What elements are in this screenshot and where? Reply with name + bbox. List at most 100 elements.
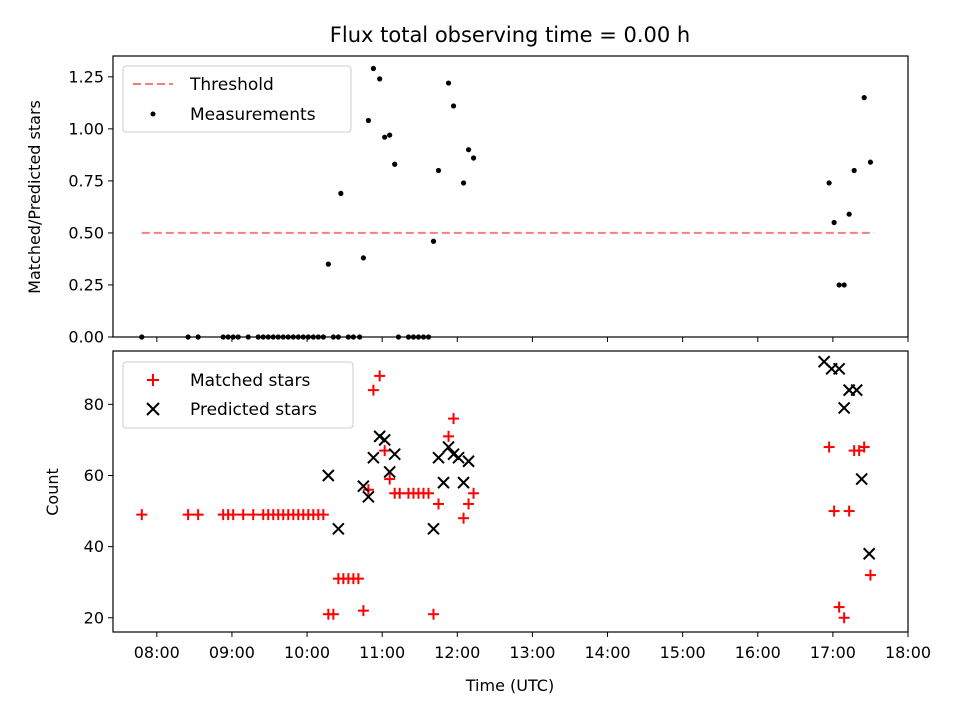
predicted-star-point [862,547,876,560]
matched-star-point [379,445,391,457]
measurement-point [382,134,388,140]
top-panel: 0.00 0.25 0.50 0.75 1.00 1.25 Matched/Predict… [25,55,909,347]
measurement-point [430,238,437,244]
measurement-point [846,211,852,217]
bottom-y-axis-label: Count [43,468,62,516]
measurement-point [392,161,398,167]
predicted-star-point [362,490,375,504]
predicted-legend-swatch [146,402,160,416]
measurement-point [445,80,452,86]
matched-star-point [136,509,148,521]
measurement-point [360,255,366,261]
bottom-panel: 20 40 60 80 08:00 09:00 10:00 11:00 12:00 13:00 14… [43,350,931,695]
predicted-star-point [442,440,455,454]
matched-star-point [448,413,460,425]
measurements-points [139,65,874,340]
predicted-star-point [855,472,868,486]
matched-star-point [182,509,194,521]
matched-star-point [843,505,855,517]
matched-star-point [317,509,329,521]
threshold-legend-label: Threshold [189,75,274,95]
matched-legend-label: Matched stars [190,371,310,391]
matched-legend-swatch [147,374,159,386]
measurements-legend-label: Measurements [190,105,316,125]
top-plot-frame [112,55,909,338]
predicted-star-point [332,522,345,536]
x-tick-label: 08:00 [134,643,180,662]
predicted-star-point [367,451,380,464]
measurement-point [841,282,847,288]
predicted-star-point [452,451,465,464]
predicted-star-point [427,522,440,536]
measurement-point [365,117,372,124]
matched-star-point [227,509,239,521]
predicted-star-point [388,447,401,461]
matched-star-point [468,487,480,499]
matched-star-point [858,441,870,453]
matched-star-point [357,605,369,617]
x-tick-label: 12:00 [434,643,480,662]
matched-star-point [433,498,445,510]
matched-star-point [443,430,455,442]
matched-star-point [428,608,440,620]
predicted-star-point [322,469,335,482]
measurement-point [460,180,467,186]
matched-star-point [192,509,204,521]
bottom-y-tick-label: 80 [84,395,104,414]
bottom-legend: Matched stars Predicted stars [122,361,354,429]
top-y-axis-label: Matched/Predicted stars [25,100,44,294]
x-axis-label: Time (UTC) [465,676,554,695]
predicted-stars-points [322,355,876,560]
matched-star-point [247,509,259,521]
bottom-legend-box [122,361,354,429]
predicted-star-point [832,362,846,375]
x-tick-label: 13:00 [509,643,555,662]
matched-star-point [828,505,840,517]
measurement-point [465,147,472,153]
x-tick-label: 10:00 [284,643,330,662]
matched-star-point [362,484,374,496]
top-y-tick-label: 0.50 [68,223,104,242]
x-tick-label: 15:00 [660,643,706,662]
predicted-star-point [850,383,863,397]
matched-star-point [367,384,379,396]
matched-stars-points [136,370,876,624]
predicted-star-point [383,465,396,479]
matched-star-point [463,498,475,510]
top-y-tick-label: 0.75 [68,171,104,190]
measurement-point [851,167,857,174]
measurement-point [387,132,393,138]
bottom-y-tick-label: 60 [84,466,104,485]
x-tick-label: 16:00 [735,643,781,662]
x-tick-label: 18:00 [885,643,931,662]
measurement-point [325,261,331,267]
measurement-point [836,282,842,288]
matched-star-point [327,608,339,620]
predicted-star-point [357,479,370,493]
bottom-ticks: 20 40 60 80 08:00 09:00 10:00 11:00 12:00 13:00 14… [84,395,931,662]
top-y-tick-label: 0.25 [68,275,104,294]
bottom-y-tick-label: 40 [84,537,104,556]
matched-star-point [237,509,249,521]
measurement-point [450,103,457,109]
predicted-star-point [378,433,391,447]
measurement-point [370,65,377,72]
matched-star-point [458,512,470,524]
top-legend-box [122,65,352,133]
matched-star-point [823,441,835,453]
top-y-tick-label: 0.00 [68,328,104,347]
bottom-plot-frame [112,350,909,633]
x-tick-label: 17:00 [810,643,856,662]
matched-star-point [384,473,396,485]
matched-star-point [352,573,364,585]
chart-title: Flux total observing time = 0.00 h [330,23,690,47]
top-legend: Threshold Measurements [122,65,352,133]
predicted-star-point [457,476,470,489]
x-tick-label: 14:00 [584,643,630,662]
bottom-y-tick-label: 20 [84,608,104,627]
matched-star-point [833,601,845,613]
measurement-point [435,167,442,174]
measurement-point [861,95,867,101]
predicted-star-point [462,455,475,468]
